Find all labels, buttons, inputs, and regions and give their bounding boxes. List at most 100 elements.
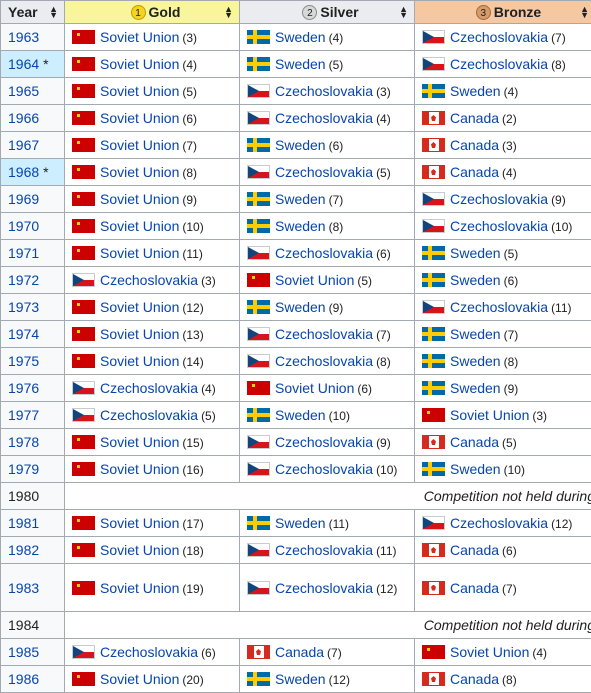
czechoslovakia-flag-icon[interactable] [422, 192, 445, 206]
year-link[interactable]: 1967 [8, 137, 40, 153]
czechoslovakia-flag-icon[interactable] [72, 645, 95, 659]
team-link[interactable]: Canada [450, 434, 500, 450]
team-link[interactable]: Czechoslovakia [275, 579, 374, 596]
year-link[interactable]: 1974 [8, 326, 40, 342]
czechoslovakia-flag-icon[interactable] [247, 580, 270, 595]
team-link[interactable]: Sweden [275, 56, 326, 72]
czechoslovakia-flag-icon[interactable] [422, 300, 445, 314]
year-link[interactable]: 1982 [8, 542, 40, 558]
team-link[interactable]: Czechoslovakia [275, 434, 374, 450]
soviet-union-flag-icon[interactable] [72, 516, 95, 530]
team-link[interactable]: Soviet Union [100, 434, 180, 450]
team-link[interactable]: Soviet Union [100, 542, 180, 558]
sweden-flag-icon[interactable] [422, 246, 445, 260]
sweden-flag-icon[interactable] [247, 408, 270, 422]
team-link[interactable]: Sweden [275, 191, 326, 207]
sweden-flag-icon[interactable] [247, 57, 270, 71]
team-link[interactable]: Czechoslovakia [450, 218, 549, 234]
team-link[interactable]: Soviet Union [100, 671, 180, 687]
czechoslovakia-flag-icon[interactable] [247, 111, 270, 125]
year-link[interactable]: 1964 [8, 56, 40, 72]
team-link[interactable]: Soviet Union [450, 644, 530, 660]
czechoslovakia-flag-icon[interactable] [72, 408, 95, 422]
soviet-union-flag-icon[interactable] [72, 300, 95, 314]
year-link[interactable]: 1977 [8, 407, 40, 423]
team-link[interactable]: Soviet Union [100, 461, 180, 477]
czechoslovakia-flag-icon[interactable] [247, 543, 270, 557]
team-link[interactable]: Sweden [275, 407, 326, 423]
sweden-flag-icon[interactable] [247, 672, 270, 686]
team-link[interactable]: Sweden [275, 137, 326, 153]
czechoslovakia-flag-icon[interactable] [422, 57, 445, 71]
soviet-union-flag-icon[interactable] [72, 354, 95, 368]
canada-flag-icon[interactable] [422, 111, 445, 125]
year-link[interactable]: 1970 [8, 218, 40, 234]
year-link[interactable]: 1985 [8, 644, 40, 660]
czechoslovakia-flag-icon[interactable] [247, 165, 270, 179]
year-link[interactable]: 1979 [8, 461, 40, 477]
year-link[interactable]: 1978 [8, 434, 40, 450]
soviet-union-flag-icon[interactable] [422, 645, 445, 659]
team-link[interactable]: Soviet Union [100, 191, 180, 207]
soviet-union-flag-icon[interactable] [72, 462, 95, 476]
year-link[interactable]: 1983 [8, 579, 40, 596]
canada-flag-icon[interactable] [422, 543, 445, 557]
team-link[interactable]: Soviet Union [100, 110, 180, 126]
team-link[interactable]: Soviet Union [100, 299, 180, 315]
soviet-union-flag-icon[interactable] [72, 111, 95, 125]
team-link[interactable]: Czechoslovakia [275, 164, 374, 180]
canada-flag-icon[interactable] [247, 645, 270, 659]
team-link[interactable]: Sweden [450, 461, 501, 477]
team-link[interactable]: Czechoslovakia [275, 110, 374, 126]
bronze-column-header[interactable]: 3 Bronze ▲ ▼ [414, 0, 591, 24]
team-link[interactable]: Soviet Union [100, 29, 180, 45]
sweden-flag-icon[interactable] [422, 327, 445, 341]
team-link[interactable]: Soviet Union [100, 83, 180, 99]
team-link[interactable]: Sweden [450, 380, 501, 396]
team-link[interactable]: Canada [275, 644, 325, 660]
sweden-flag-icon[interactable] [422, 273, 445, 287]
team-link[interactable]: Canada [450, 110, 500, 126]
team-link[interactable]: Soviet Union [100, 56, 180, 72]
team-link[interactable]: Soviet Union [100, 218, 180, 234]
team-link[interactable]: Czechoslovakia [275, 353, 374, 369]
sort-icon[interactable]: ▲ ▼ [224, 4, 233, 20]
soviet-union-flag-icon[interactable] [72, 327, 95, 341]
team-link[interactable]: Sweden [275, 515, 326, 531]
team-link[interactable]: Czechoslovakia [275, 542, 374, 558]
team-link[interactable]: Soviet Union [100, 515, 180, 531]
year-link[interactable]: 1981 [8, 515, 40, 531]
team-link[interactable]: Sweden [450, 272, 501, 288]
soviet-union-flag-icon[interactable] [422, 408, 445, 422]
soviet-union-flag-icon[interactable] [72, 138, 95, 152]
czechoslovakia-flag-icon[interactable] [247, 84, 270, 98]
sort-icon[interactable]: ▲ ▼ [49, 4, 58, 20]
team-link[interactable]: Sweden [450, 245, 501, 261]
year-link[interactable]: 1969 [8, 191, 40, 207]
soviet-union-flag-icon[interactable] [247, 381, 270, 395]
team-link[interactable]: Canada [450, 671, 500, 687]
canada-flag-icon[interactable] [422, 165, 445, 179]
sweden-flag-icon[interactable] [247, 219, 270, 233]
team-link[interactable]: Czechoslovakia [100, 380, 199, 396]
year-column-header[interactable]: Year ▲ ▼ [0, 0, 65, 24]
team-link[interactable]: Sweden [275, 299, 326, 315]
year-link[interactable]: 1986 [8, 671, 40, 687]
team-link[interactable]: Sweden [275, 29, 326, 45]
silver-column-header[interactable]: 2 Silver ▲ ▼ [239, 0, 415, 24]
czechoslovakia-flag-icon[interactable] [72, 273, 95, 287]
czechoslovakia-flag-icon[interactable] [247, 462, 270, 476]
czechoslovakia-flag-icon[interactable] [247, 327, 270, 341]
team-link[interactable]: Soviet Union [275, 272, 355, 288]
team-link[interactable]: Czechoslovakia [450, 191, 549, 207]
team-link[interactable]: Sweden [450, 326, 501, 342]
year-link[interactable]: 1963 [8, 29, 40, 45]
team-link[interactable]: Soviet Union [100, 579, 180, 596]
year-link[interactable]: 1973 [8, 299, 40, 315]
team-link[interactable]: Soviet Union [100, 326, 180, 342]
czechoslovakia-flag-icon[interactable] [422, 219, 445, 233]
team-link[interactable]: Canada [450, 137, 500, 153]
canada-flag-icon[interactable] [422, 138, 445, 152]
team-link[interactable]: Czechoslovakia [275, 461, 374, 477]
czechoslovakia-flag-icon[interactable] [422, 516, 445, 530]
